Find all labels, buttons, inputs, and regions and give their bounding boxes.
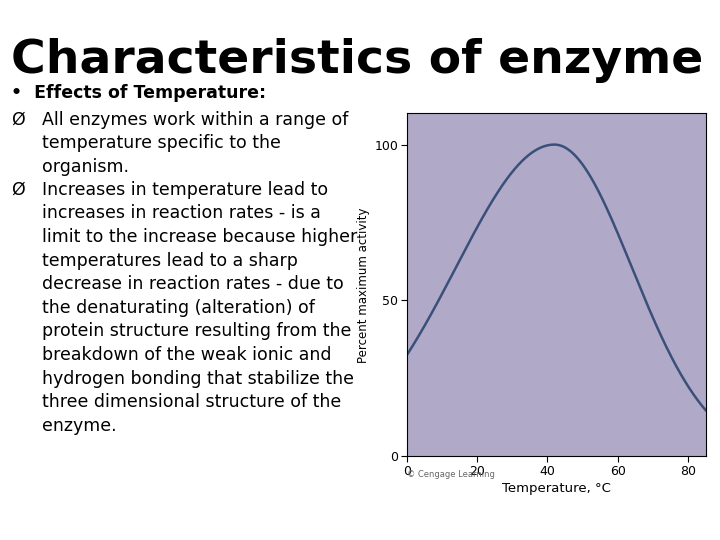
- Text: •  Effects of Temperature:: • Effects of Temperature:: [11, 84, 266, 102]
- Text: Ø: Ø: [11, 181, 24, 199]
- Text: © Cengage Learning: © Cengage Learning: [407, 470, 495, 479]
- Y-axis label: Percent maximum activity: Percent maximum activity: [357, 207, 370, 362]
- Text: Ø: Ø: [11, 111, 24, 129]
- Text: Characteristics of enzyme reactions: Characteristics of enzyme reactions: [11, 38, 720, 83]
- Text: All enzymes work within a range of
temperature specific to the
organism.: All enzymes work within a range of tempe…: [42, 111, 348, 176]
- X-axis label: Temperature, °C: Temperature, °C: [502, 482, 611, 495]
- Text: Increases in temperature lead to
increases in reaction rates - is a
limit to the: Increases in temperature lead to increas…: [42, 181, 357, 435]
